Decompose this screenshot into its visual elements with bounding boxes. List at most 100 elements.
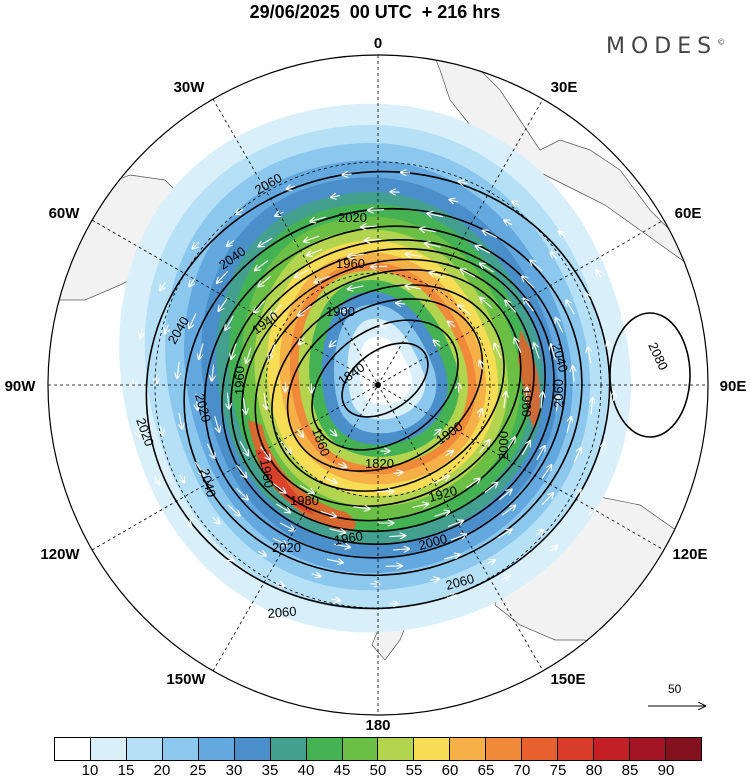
colorbar-labels: 10 15 20 25 30 35 40 45 50 55 60 65 70 75 80 85 90 <box>54 762 702 782</box>
colorbar-swatch <box>270 738 307 760</box>
contour-label: 1960 <box>336 256 365 271</box>
map-boundary <box>47 54 709 716</box>
wind-vector-arrow <box>227 504 240 516</box>
wind-vector-arrow <box>255 260 269 271</box>
colorbar-swatch <box>306 738 343 760</box>
brand-logo: MODES© <box>606 34 725 59</box>
wind-vector-arrow <box>160 425 162 435</box>
colorbar-tick-label: 70 <box>513 762 531 779</box>
wind-vector-arrow <box>259 237 273 246</box>
wind-vector-arrow <box>434 476 449 484</box>
wind-vector-arrow <box>330 340 337 347</box>
wind-vector-arrow <box>227 392 229 409</box>
colorbar-swatch <box>630 738 666 760</box>
wind-vector-arrow <box>556 395 558 412</box>
wind-vector-arrow <box>458 305 472 316</box>
wind-vector-arrow <box>393 549 409 550</box>
colorbar-swatch <box>486 738 523 760</box>
lon-label-180: 180 <box>365 717 390 734</box>
colorbar-swatch <box>522 738 559 760</box>
wind-vector-arrow <box>243 397 246 414</box>
wind-vector-arrow <box>602 443 605 452</box>
wind-vector-arrow <box>334 544 350 547</box>
wind-vector-arrow <box>365 239 381 240</box>
wind-vector-arrow <box>214 416 220 431</box>
wind-vector-arrow <box>588 347 591 364</box>
wind-vector-arrow <box>341 308 350 311</box>
wind-vector-arrow <box>371 266 388 267</box>
colorbar-tick-label: 60 <box>441 762 459 779</box>
wind-vector-arrow <box>212 517 220 524</box>
contour-2020 <box>203 225 567 559</box>
wind-vectors <box>133 172 637 604</box>
wind-vector-arrow <box>295 269 310 278</box>
wind-vector-arrow <box>179 412 182 429</box>
wind-vector-arrow <box>607 341 609 351</box>
wind-vector-arrow <box>534 343 540 359</box>
colorbar-swatch <box>665 738 701 760</box>
wind-vector-arrow <box>189 278 194 286</box>
lon-label-120w: 120W <box>40 546 80 563</box>
contour-label: 1900 <box>326 304 355 319</box>
lon-label-90w: 90W <box>5 378 37 395</box>
wind-vector-arrow <box>225 315 234 330</box>
wind-vector-arrow <box>307 248 322 256</box>
wind-vector-arrow <box>450 535 466 541</box>
wind-vector-arrow <box>329 529 346 533</box>
wind-vector-arrow <box>329 429 337 436</box>
wind-vector-arrow <box>348 286 364 289</box>
contour-1860 <box>311 319 459 451</box>
wind-vector-arrow <box>330 599 340 601</box>
contour-label: 2040 <box>197 467 219 499</box>
colorbar-tick-label: 80 <box>585 762 603 779</box>
wind-vector-arrow <box>287 186 296 189</box>
contour-1920 <box>271 284 505 492</box>
colorbar-swatch <box>126 738 163 760</box>
wind-vector-arrow <box>634 414 636 423</box>
wind-vector-arrow <box>257 551 266 555</box>
wind-vector-arrow <box>368 210 385 211</box>
contour-label: 2060 <box>444 571 476 593</box>
wind-vector-arrow <box>272 537 287 545</box>
wind-vector-arrow <box>353 507 370 509</box>
wind-vector-arrow <box>635 364 636 373</box>
wind-vector-arrow <box>239 441 248 455</box>
lon-label-120e: 120E <box>672 546 707 563</box>
wind-vector-arrow <box>184 519 191 527</box>
lon-label-150w: 150W <box>166 671 206 688</box>
wind-vector-arrow <box>275 583 284 586</box>
wind-vector-arrow <box>180 474 185 483</box>
shade-core <box>359 336 412 405</box>
wind-vector-arrow <box>385 566 402 567</box>
colorbar-swatch <box>594 738 630 760</box>
wind-vector-arrow <box>206 443 214 458</box>
wind-vector-arrow <box>480 264 494 273</box>
colorbar-swatch <box>90 738 127 760</box>
latitude-circle-inner <box>265 272 491 498</box>
contour-label: 2000 <box>417 531 449 553</box>
wind-vector-arrow <box>217 270 229 283</box>
colorbar-tick-label: 15 <box>117 762 135 779</box>
colorbar-tick-label: 85 <box>621 762 639 779</box>
wind-vector-arrow <box>541 493 553 506</box>
contour-1960 <box>241 258 535 522</box>
wind-vector-arrow <box>199 343 204 359</box>
wind-vector-arrow <box>480 361 483 370</box>
wind-vector-arrow <box>320 510 336 516</box>
wind-vector-arrow <box>466 479 480 489</box>
colorbar-swatch <box>342 738 379 760</box>
wind-vector-arrow <box>521 441 530 456</box>
wind-vector-arrow <box>618 463 622 472</box>
wind-vector-arrow <box>393 472 402 473</box>
wind-vector-arrow <box>461 269 476 278</box>
wind-vector-arrow <box>396 303 406 304</box>
contour-2080 <box>609 312 691 438</box>
wind-vector-arrow <box>425 243 441 247</box>
wind-vector-arrow <box>448 322 456 327</box>
wind-vector-arrow <box>551 252 558 259</box>
wind-vector-arrow <box>476 246 491 254</box>
wind-vector-arrow <box>541 392 543 409</box>
wind-vector-arrow <box>236 464 247 478</box>
wind-vector-arrow <box>566 300 575 315</box>
wind-vector-arrow <box>444 555 459 560</box>
